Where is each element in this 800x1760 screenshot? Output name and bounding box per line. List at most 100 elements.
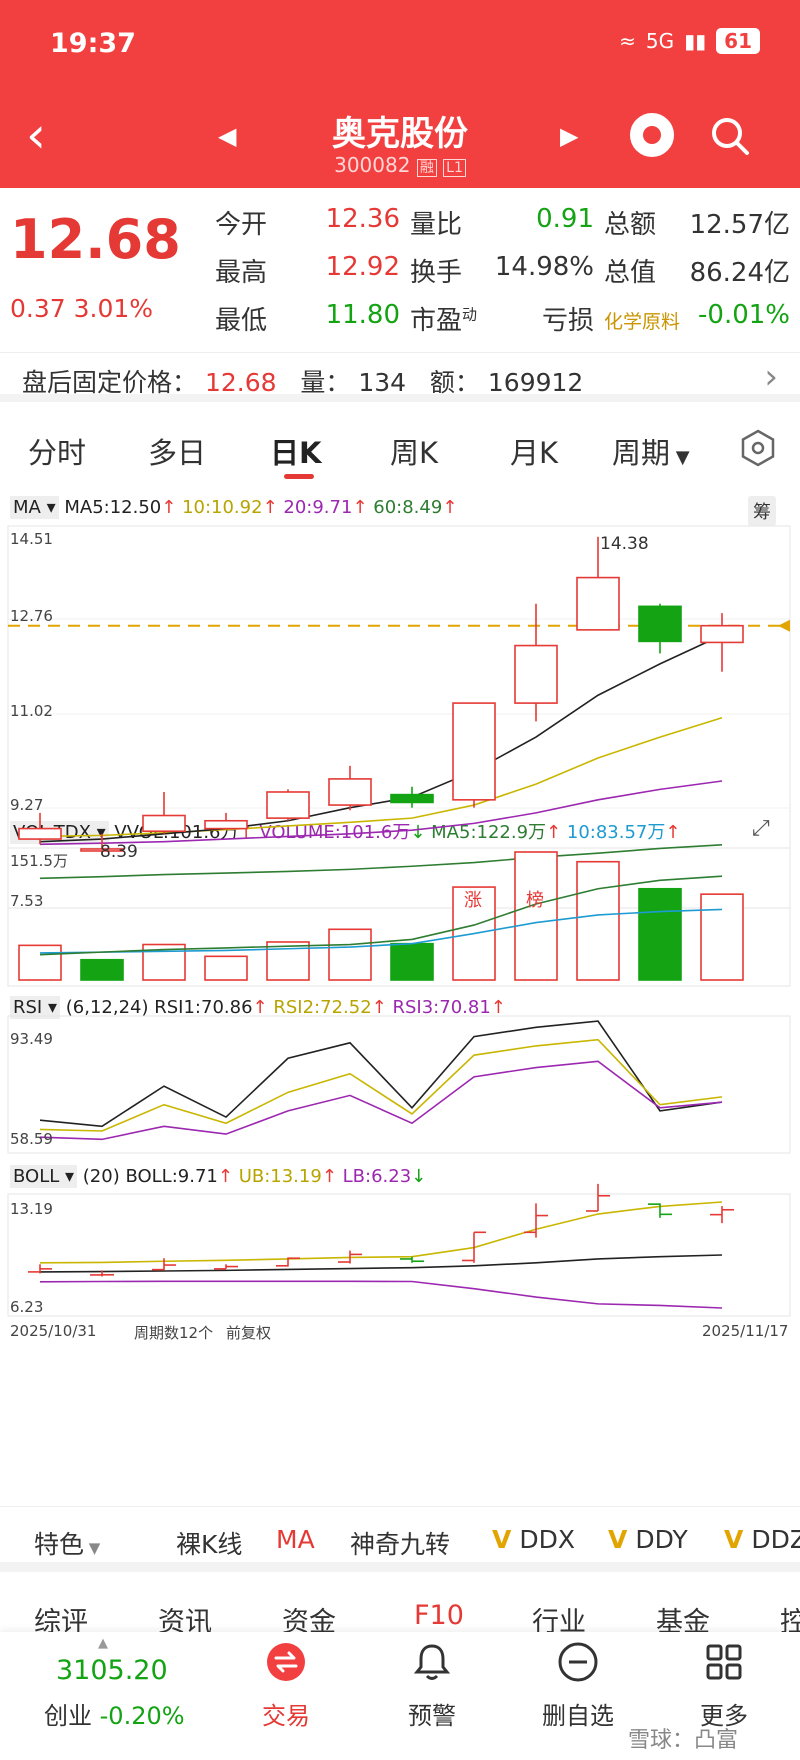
amount-label: 总额 [604,210,657,240]
price-tick-3: 11.02 [10,702,53,720]
limit-up-tag-1[interactable]: 涨 [464,890,482,911]
tab-multiday[interactable]: 多日 [148,436,207,470]
ma60-line [39,844,723,880]
kline-chart-svg [7,525,791,1317]
adjust-mode: 前复权 [226,1324,272,1342]
nav-more[interactable]: 更多 [700,1702,748,1730]
candle-body [452,702,496,801]
after-hours-row[interactable]: 盘后固定价格： 12.68 量： 134 额： 169912 › [0,352,800,402]
remove-watchlist-icon[interactable] [556,1640,600,1684]
tab-weekly-k[interactable]: 周K [390,436,439,470]
rsi3-legend: RSI3:70.81 [392,997,491,1018]
candle-body [514,644,558,704]
volume-ma5-line [39,875,723,956]
feature-ddz[interactable]: V DDZ [724,1525,800,1554]
volume-panel-frame [7,847,791,987]
boll-selector[interactable]: BOLL ▾ [10,1165,78,1188]
feature-naked-k[interactable]: 裸K线 [176,1530,243,1559]
vol-ratio-value: 0.91 [536,204,594,234]
expand-icon[interactable]: ⤢ [752,816,770,841]
candle-body [700,624,744,644]
rsi-tick-bottom: 58.59 [10,1130,53,1148]
grid-more-icon[interactable] [702,1640,746,1684]
volume-bar [80,958,124,981]
feature-special[interactable]: 特色 ▼ [34,1530,101,1559]
price-tick-4: 9.27 [10,796,44,814]
stock-code: 300082 [334,153,411,177]
boll-lower-line [39,1280,723,1309]
pe-type: 动 [462,305,478,324]
tab-control[interactable]: 控 [780,1607,800,1638]
after-hours-amt-label: 额： [429,368,480,397]
wifi-icon: ≈ [619,29,636,53]
mascot-icon[interactable] [630,113,674,157]
volume-bar [390,942,434,981]
caret-down-icon: ▼ [84,1539,101,1557]
rsi1-line [39,1020,723,1128]
open-label: 今开 [215,210,268,240]
tab-f10[interactable]: F10 [414,1600,464,1631]
volume-legend: VOLUME:101.6万 [259,822,411,843]
open-value: 12.36 [325,204,400,234]
tab-period[interactable]: 周期 ▼ [612,436,690,470]
back-button[interactable]: ‹ [26,106,46,164]
chip-button[interactable]: 筹 [748,496,776,526]
feature-ddy[interactable]: V DDY [608,1525,688,1554]
amount-value: 12.57亿 [689,210,790,240]
date-start: 2025/10/31 [10,1322,97,1340]
bell-icon[interactable] [410,1640,454,1684]
tab-daily-k[interactable]: 日K [270,436,322,470]
volume-bar [204,955,248,981]
ma5-line [39,634,723,843]
tab-intraday[interactable]: 分时 [28,436,87,470]
after-hours-amt: 169912 [487,368,584,397]
kline-chart-area[interactable]: MA ▾ MA5:12.50↑ 10:10.92↑ 20:9.71↑ 60:8.… [0,490,800,1505]
rsi-selector[interactable]: RSI ▾ [10,996,61,1019]
prev-stock-button[interactable]: ◀ [218,122,237,150]
feature-bar: 特色 ▼ 裸K线 MA 神奇九转 V DDX V DDY V DDZ [0,1506,800,1572]
feature-ddx[interactable]: V DDX [492,1525,575,1554]
nav-remove-watchlist[interactable]: 删自选 [542,1702,614,1730]
rsi3-line [39,1060,723,1141]
candle-body [576,576,620,631]
sector-name[interactable]: 化学原料 [604,311,681,333]
boll-tick-top: 13.19 [10,1200,53,1218]
high-value: 12.92 [325,252,400,282]
volume-bar [328,928,372,981]
chevron-right-icon: › [764,357,778,397]
hexagon-settings-icon[interactable] [738,428,778,468]
trade-icon[interactable] [264,1640,308,1684]
nav-trade[interactable]: 交易 [262,1702,310,1730]
candle-body [142,814,186,833]
nav-alert[interactable]: 预警 [408,1702,456,1730]
caret-up-icon: ▲ [98,1636,108,1651]
limit-up-tag-2[interactable]: 榜 [526,890,544,911]
ma10-line [39,716,723,838]
volume-bar [18,944,62,981]
low-annotation: 8.39 [100,842,138,862]
feature-nine-turns[interactable]: 神奇九转 [350,1530,451,1559]
low-value: 11.80 [325,300,400,330]
mktcap-label: 总值 [604,258,657,288]
boll-mid-legend: BOLL:9.71 [125,1166,218,1187]
next-stock-button[interactable]: ▶ [560,122,579,150]
after-hours-price: 12.68 [204,368,277,397]
volume-bar [638,887,682,981]
feature-ma[interactable]: MA [276,1525,315,1554]
tab-underline [284,474,314,479]
rsi2-legend: RSI2:72.52 [273,997,372,1018]
price-change: 0.37 3.01% [10,294,154,323]
ma10-legend: 10:10.92 [182,497,263,518]
rsi-tick-top: 93.49 [10,1030,53,1048]
index-change: -0.20% [99,1702,185,1730]
tab-monthly-k[interactable]: 月K [510,436,559,470]
price-tick-top: 14.51 [10,530,53,548]
after-hours-label: 盘后固定价格： [22,368,198,397]
index-name-row[interactable]: 创业 -0.20% [44,1696,185,1731]
boll-panel-frame [7,1193,791,1317]
volume-bar [514,851,558,981]
search-icon[interactable] [710,116,750,156]
ma-selector[interactable]: MA ▾ [10,496,59,519]
index-value[interactable]: 3105.20 [56,1655,168,1686]
period-count: 周期数12个 [134,1324,214,1342]
